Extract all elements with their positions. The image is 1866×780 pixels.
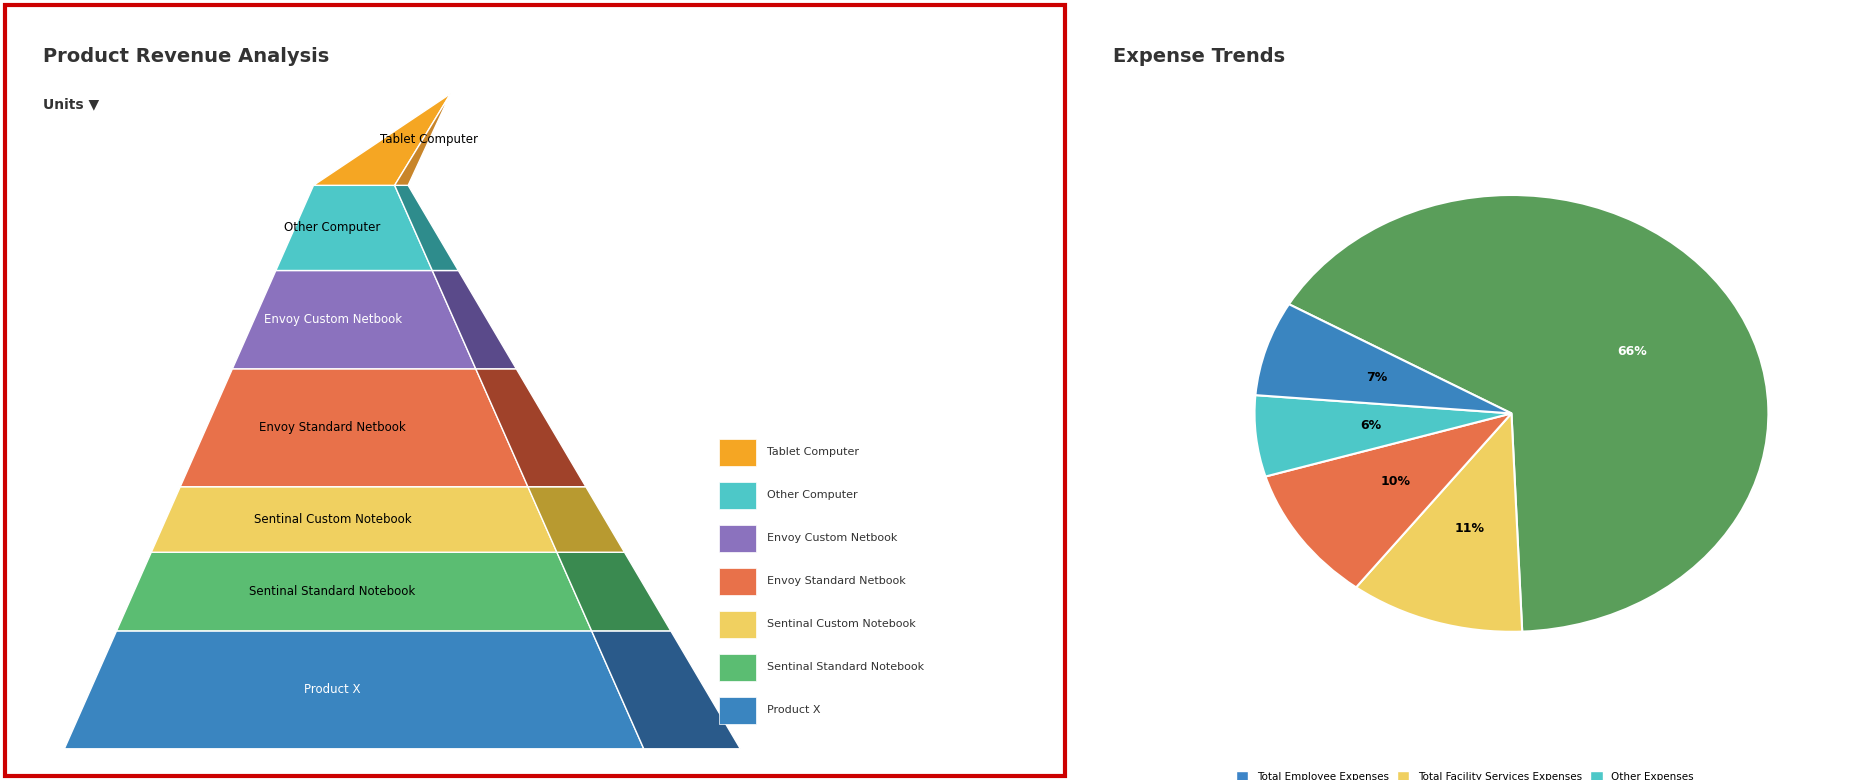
Polygon shape: [151, 487, 556, 552]
Polygon shape: [233, 271, 476, 369]
Text: 11%: 11%: [1454, 522, 1483, 534]
Polygon shape: [528, 487, 625, 552]
Text: Envoy Standard Netbook: Envoy Standard Netbook: [259, 421, 407, 434]
Text: Sentinal Standard Notebook: Sentinal Standard Notebook: [767, 662, 924, 672]
Polygon shape: [63, 631, 644, 749]
Text: 6%: 6%: [1360, 420, 1381, 432]
Text: Other Computer: Other Computer: [767, 491, 858, 500]
Text: Product Revenue Analysis: Product Revenue Analysis: [43, 47, 328, 66]
Text: Envoy Custom Netbook: Envoy Custom Netbook: [263, 313, 401, 326]
Text: 66%: 66%: [1618, 345, 1648, 358]
Text: Envoy Custom Netbook: Envoy Custom Netbook: [767, 534, 898, 543]
Text: 10%: 10%: [1381, 476, 1411, 488]
Text: Other Computer: Other Computer: [284, 222, 381, 235]
Bar: [718, 439, 756, 466]
Text: Expense Trends: Expense Trends: [1112, 47, 1284, 66]
Polygon shape: [394, 94, 450, 186]
Polygon shape: [116, 552, 592, 631]
Text: Product X: Product X: [304, 683, 360, 697]
Polygon shape: [276, 186, 433, 271]
Text: Product X: Product X: [767, 705, 821, 714]
Wedge shape: [1357, 413, 1523, 632]
Wedge shape: [1256, 304, 1511, 413]
Bar: [718, 568, 756, 595]
Bar: [718, 611, 756, 638]
Polygon shape: [476, 369, 586, 487]
Text: Tablet Computer: Tablet Computer: [381, 133, 478, 146]
Text: Sentinal Custom Notebook: Sentinal Custom Notebook: [254, 513, 411, 526]
Wedge shape: [1254, 395, 1511, 477]
Bar: [718, 482, 756, 509]
Polygon shape: [556, 552, 670, 631]
Bar: [718, 525, 756, 552]
Polygon shape: [394, 186, 459, 271]
Text: Units ▼: Units ▼: [43, 98, 99, 112]
Text: Sentinal Custom Notebook: Sentinal Custom Notebook: [767, 619, 916, 629]
Polygon shape: [181, 369, 528, 487]
Polygon shape: [592, 631, 741, 749]
Text: Envoy Standard Netbook: Envoy Standard Netbook: [767, 576, 905, 586]
Wedge shape: [1289, 195, 1769, 632]
Legend: Total Employee Expenses, Total Office Expenses, Total Facility Services Expenses: Total Employee Expenses, Total Office Ex…: [1232, 768, 1791, 780]
Text: 7%: 7%: [1366, 371, 1386, 384]
Text: Sentinal Standard Notebook: Sentinal Standard Notebook: [250, 585, 416, 598]
Bar: [718, 654, 756, 681]
Bar: [718, 697, 756, 724]
Polygon shape: [433, 271, 517, 369]
Wedge shape: [1265, 413, 1511, 587]
Polygon shape: [313, 94, 450, 186]
Text: Tablet Computer: Tablet Computer: [767, 448, 858, 457]
